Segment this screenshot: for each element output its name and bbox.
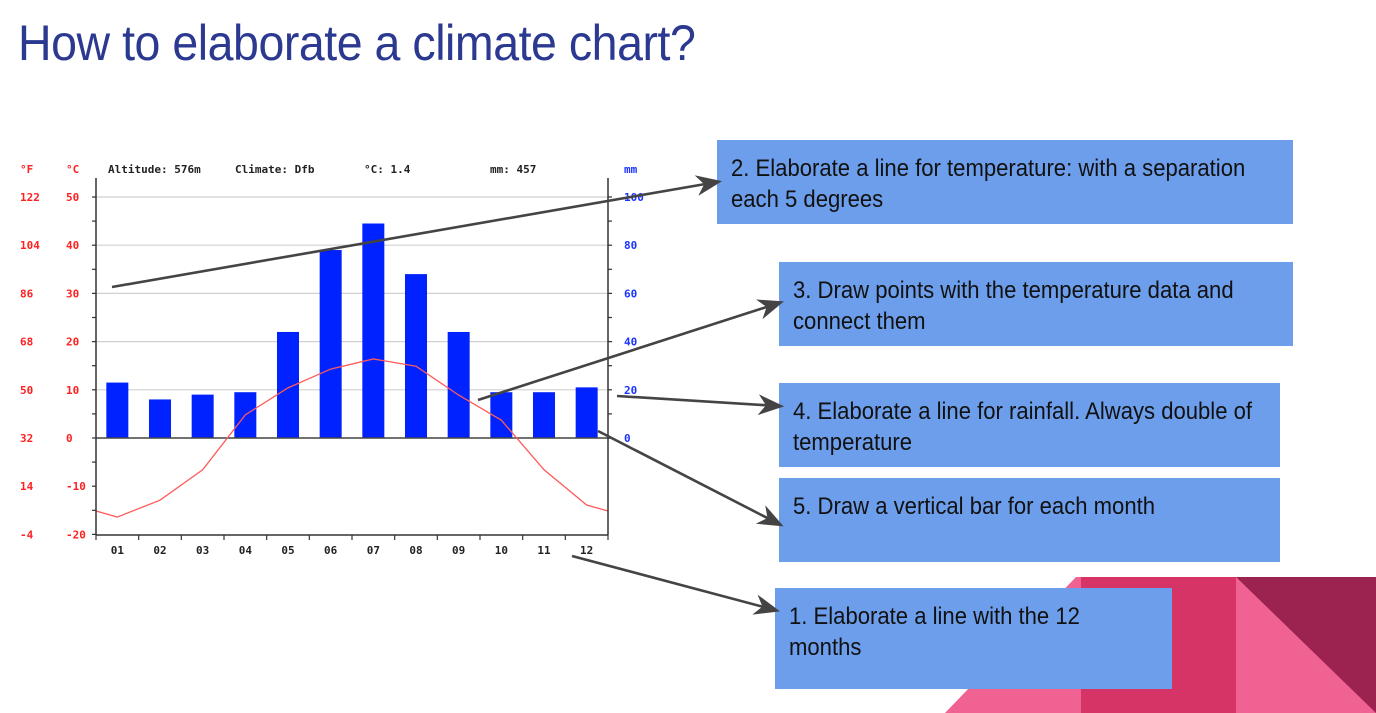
celsius-tick-label: -20 (66, 528, 86, 541)
rainfall-bars (106, 223, 598, 438)
rain-bar (405, 274, 427, 438)
month-label: 02 (153, 544, 166, 557)
callout-step-2-text: 2. Elaborate a line for temperature: wit… (731, 155, 1252, 213)
mm-unit: mm (624, 163, 638, 176)
fahrenheit-unit: °F (20, 163, 33, 176)
rain-bar (447, 331, 470, 438)
rain-bar (149, 399, 171, 438)
mm-tick-label: 100 (624, 191, 644, 204)
celsius-unit: °C (66, 163, 79, 176)
page-title: How to elaborate a climate chart? (18, 15, 696, 71)
celsius-tick-label: -10 (66, 480, 86, 493)
month-label: 12 (580, 544, 593, 557)
rain-bar (106, 382, 129, 438)
month-label: 09 (452, 544, 465, 557)
climate-chart: 5012240104308620681050032-1014-20-410080… (20, 163, 644, 557)
callout-step-1-text: 1. Elaborate a line with the 12 months (789, 603, 1087, 661)
fahrenheit-tick-label: 68 (20, 336, 33, 349)
month-label: 01 (111, 544, 125, 557)
rain-bar (575, 387, 598, 438)
rain-bar (277, 331, 299, 438)
mean-temp-label: °C: 1.4 (364, 163, 411, 176)
fahrenheit-tick-label: 86 (20, 287, 34, 300)
month-label: 05 (281, 544, 294, 557)
rain-bar (319, 250, 342, 438)
mm-tick-label: 40 (624, 336, 637, 349)
month-label: 11 (537, 544, 551, 557)
callout-step-4-text: 4. Elaborate a line for rainfall. Always… (793, 398, 1259, 456)
rain-bar (533, 392, 555, 438)
callout-step-3-text: 3. Draw points with the temperature data… (793, 277, 1240, 335)
fahrenheit-tick-label: 50 (20, 384, 33, 397)
fahrenheit-tick-label: 14 (20, 480, 34, 493)
climate-label: Climate: Dfb (235, 163, 315, 176)
month-label: 06 (324, 544, 338, 557)
month-label: 08 (409, 544, 422, 557)
total-rain-label: mm: 457 (490, 163, 536, 176)
celsius-tick-label: 50 (66, 191, 79, 204)
month-label: 04 (239, 544, 253, 557)
callout-step-2: 2. Elaborate a line for temperature: wit… (717, 140, 1293, 224)
mm-tick-label: 0 (624, 432, 631, 445)
celsius-tick-label: 10 (66, 384, 79, 397)
fahrenheit-tick-label: 104 (20, 239, 40, 252)
celsius-tick-label: 20 (66, 336, 79, 349)
mm-tick-label: 60 (624, 287, 637, 300)
mm-tick-label: 20 (624, 384, 637, 397)
fahrenheit-tick-label: 32 (20, 432, 33, 445)
celsius-tick-label: 40 (66, 239, 79, 252)
month-label: 03 (196, 544, 209, 557)
fahrenheit-tick-label: -4 (20, 528, 34, 541)
altitude-label: Altitude: 576m (108, 163, 201, 176)
rain-bar (362, 223, 385, 438)
celsius-tick-label: 30 (66, 287, 79, 300)
callout-step-3: 3. Draw points with the temperature data… (779, 262, 1293, 346)
callout-step-4: 4. Elaborate a line for rainfall. Always… (779, 383, 1280, 467)
callout-step-5-text: 5. Draw a vertical bar for each month (793, 493, 1156, 520)
axis-ticks (92, 196, 612, 540)
fahrenheit-tick-label: 122 (20, 191, 40, 204)
month-label: 10 (495, 544, 508, 557)
callout-step-5: 5. Draw a vertical bar for each month (779, 478, 1280, 562)
rain-bar (191, 394, 214, 438)
mm-tick-label: 80 (624, 239, 637, 252)
callout-step-1: 1. Elaborate a line with the 12 months (775, 588, 1172, 689)
month-label: 07 (367, 544, 380, 557)
deco-dark-triangle (1236, 577, 1376, 713)
celsius-tick-label: 0 (66, 432, 73, 445)
temperature-line (95, 358, 609, 518)
axis-labels: 5012240104308620681050032-1014-20-410080… (20, 191, 644, 557)
chart-gridlines (96, 196, 608, 391)
